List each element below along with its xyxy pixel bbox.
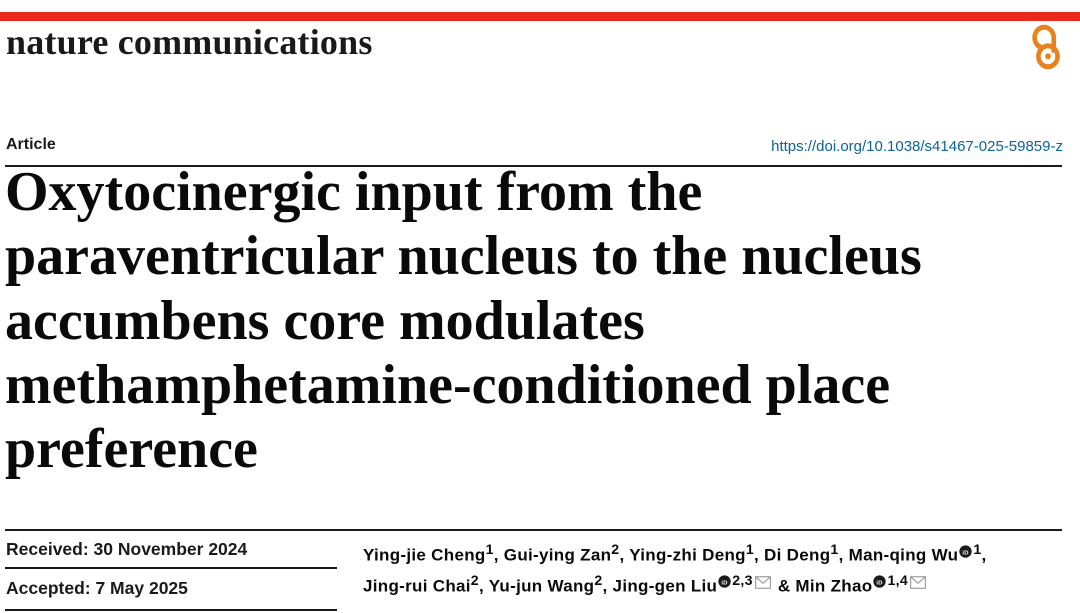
svg-text:iD: iD <box>963 550 969 556</box>
svg-text:iD: iD <box>722 581 728 587</box>
svg-text:iD: iD <box>877 581 883 587</box>
